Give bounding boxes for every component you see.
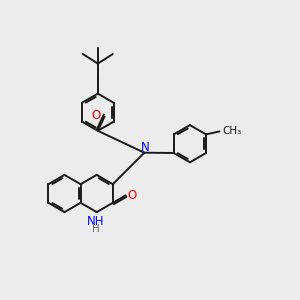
Text: NH: NH (87, 215, 105, 228)
Text: N: N (141, 141, 150, 154)
Text: CH₃: CH₃ (222, 126, 241, 136)
Text: O: O (92, 109, 101, 122)
Text: H: H (92, 224, 100, 235)
Text: O: O (128, 189, 137, 202)
